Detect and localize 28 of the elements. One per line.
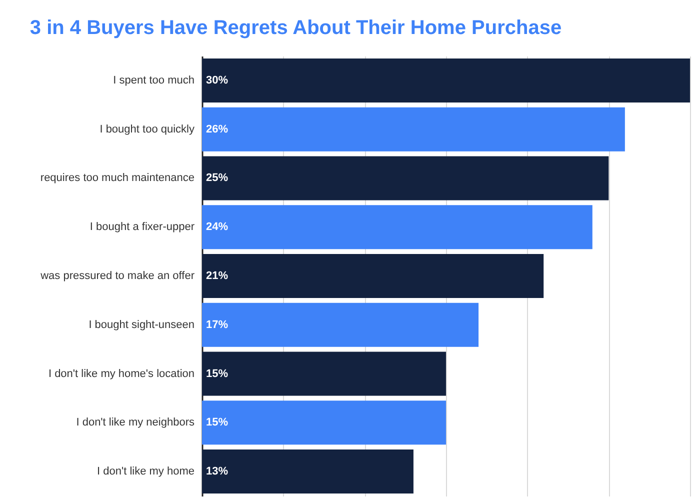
data-label: 15% — [206, 368, 228, 380]
y-tick-label: I don't like my home — [97, 466, 194, 478]
data-label: 26% — [206, 123, 228, 136]
bar — [202, 205, 592, 250]
data-label: 13% — [206, 466, 228, 478]
bar — [202, 352, 446, 396]
bar — [202, 156, 609, 200]
bar — [202, 107, 625, 152]
data-label: 30% — [206, 74, 228, 86]
bar — [202, 400, 446, 445]
y-tick-label: I don't like my neighbors — [76, 416, 195, 429]
y-tick-label: was pressured to make an offer — [40, 270, 195, 282]
data-label: 24% — [206, 221, 228, 234]
data-label: 15% — [206, 416, 228, 429]
chart-title: 3 in 4 Buyers Have Regrets About Their Home Purchase — [30, 17, 562, 39]
y-tick-label: I bought sight-unseen — [88, 318, 194, 331]
data-label: 17% — [206, 318, 228, 331]
y-tick-label: I bought too quickly — [100, 123, 195, 136]
y-tick-label: I bought a fixer-upper — [90, 221, 195, 234]
y-tick-label: I spent too much — [113, 74, 194, 86]
bar — [202, 302, 479, 347]
bar — [202, 254, 544, 298]
y-tick-label: I don't like my home's location — [48, 368, 194, 380]
bar — [202, 58, 690, 102]
bar — [202, 450, 414, 494]
y-tick-label: requires too much maintenance — [40, 172, 194, 184]
data-label: 21% — [206, 270, 228, 282]
data-label: 25% — [206, 172, 228, 184]
